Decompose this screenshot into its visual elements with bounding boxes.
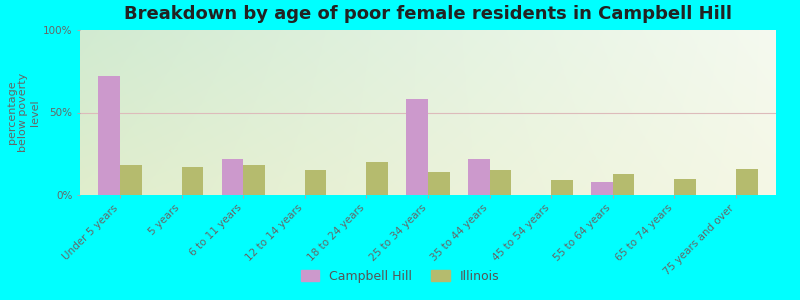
- Bar: [674, 178, 696, 195]
- Bar: [305, 170, 326, 195]
- Bar: [468, 159, 490, 195]
- Bar: [591, 182, 613, 195]
- Bar: [182, 167, 203, 195]
- Title: Breakdown by age of poor female residents in Campbell Hill: Breakdown by age of poor female resident…: [124, 5, 732, 23]
- Bar: [243, 165, 265, 195]
- Bar: [120, 165, 142, 195]
- Bar: [551, 180, 573, 195]
- Bar: [406, 99, 428, 195]
- Legend: Campbell Hill, Illinois: Campbell Hill, Illinois: [295, 265, 505, 288]
- Y-axis label: percentage
below poverty
level: percentage below poverty level: [7, 73, 40, 152]
- Bar: [366, 162, 388, 195]
- Bar: [613, 173, 634, 195]
- Bar: [428, 172, 450, 195]
- Bar: [490, 170, 511, 195]
- Bar: [736, 169, 758, 195]
- Bar: [98, 76, 120, 195]
- Bar: [222, 159, 243, 195]
